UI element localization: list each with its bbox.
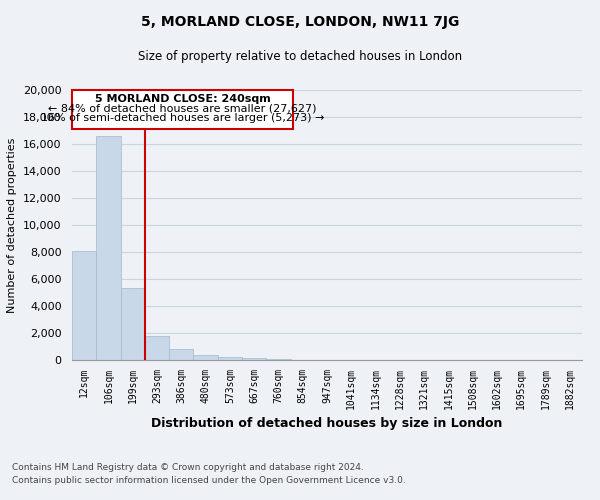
Bar xyxy=(121,288,145,360)
Bar xyxy=(218,356,242,360)
Bar xyxy=(242,358,266,360)
Y-axis label: Number of detached properties: Number of detached properties xyxy=(7,138,17,312)
X-axis label: Distribution of detached houses by size in London: Distribution of detached houses by size … xyxy=(151,417,503,430)
Bar xyxy=(72,250,96,360)
Bar xyxy=(96,136,121,360)
Text: ← 84% of detached houses are smaller (27,627): ← 84% of detached houses are smaller (27… xyxy=(49,104,317,114)
Text: 5, MORLAND CLOSE, LONDON, NW11 7JG: 5, MORLAND CLOSE, LONDON, NW11 7JG xyxy=(141,15,459,29)
Text: 16% of semi-detached houses are larger (5,273) →: 16% of semi-detached houses are larger (… xyxy=(41,113,325,123)
Text: 5 MORLAND CLOSE: 240sqm: 5 MORLAND CLOSE: 240sqm xyxy=(95,94,271,104)
Bar xyxy=(266,358,290,360)
Bar xyxy=(169,349,193,360)
Bar xyxy=(73,90,293,129)
Bar xyxy=(193,354,218,360)
Text: Size of property relative to detached houses in London: Size of property relative to detached ho… xyxy=(138,50,462,63)
Text: Contains HM Land Registry data © Crown copyright and database right 2024.
Contai: Contains HM Land Registry data © Crown c… xyxy=(12,464,406,485)
Bar xyxy=(145,336,169,360)
